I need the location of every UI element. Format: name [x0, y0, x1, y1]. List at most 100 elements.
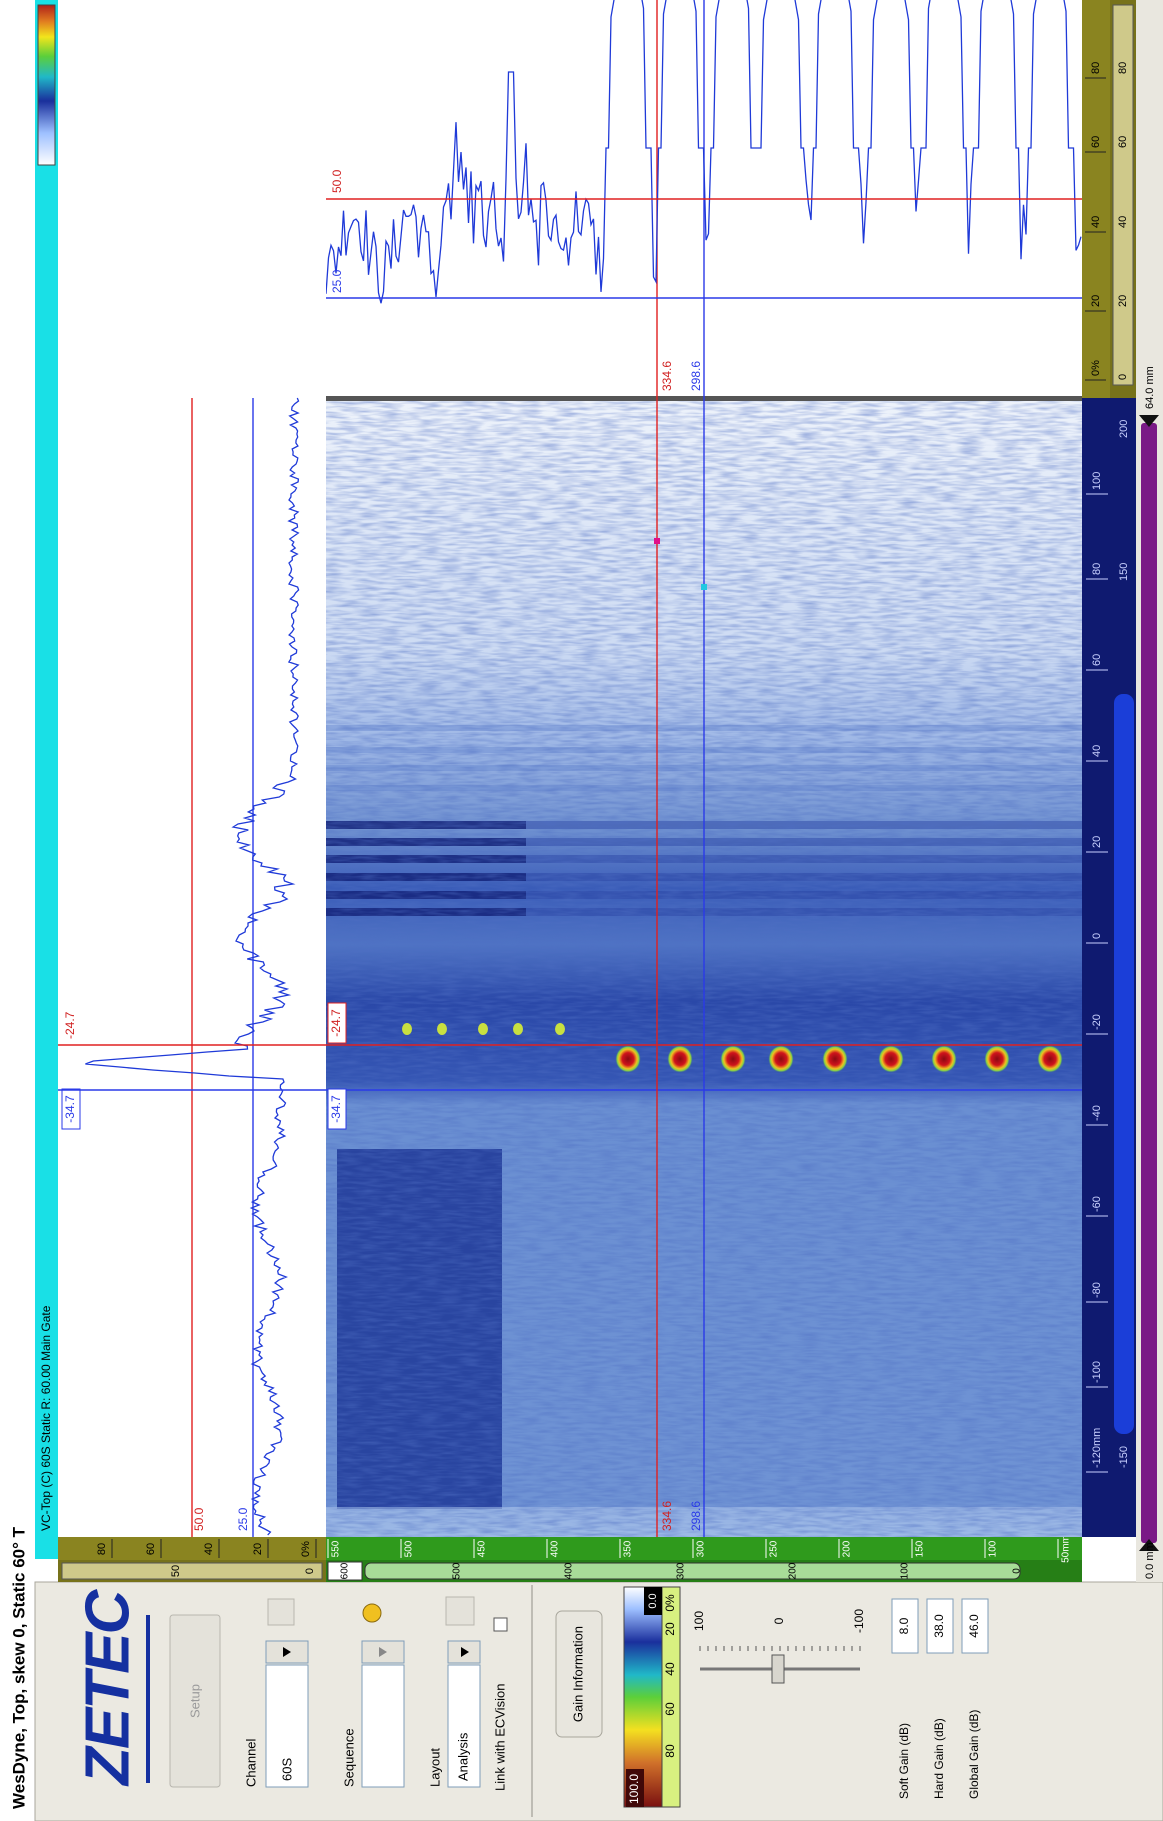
index-ruler-label: 80: [1091, 563, 1103, 575]
color-scale-label: 20: [663, 1622, 677, 1636]
gain-label: Soft Gain (dB): [897, 1723, 911, 1799]
index-ruler-label: -80: [1091, 1282, 1103, 1298]
cursor-marker: [654, 538, 660, 544]
minor-indication: [437, 1023, 447, 1035]
ascan-bar-inner: [62, 1563, 322, 1579]
strip-bar-label: 80: [1117, 62, 1129, 74]
scan-bar-label: 500: [452, 1562, 463, 1579]
strip-ruler: [1082, 0, 1110, 398]
ascan-threshold-label: 50.0: [192, 1507, 206, 1531]
cscan-cursor-label: -24.7: [329, 1009, 343, 1037]
indication: [1037, 1045, 1063, 1073]
strip-bar-label: 40: [1117, 216, 1129, 228]
scan-bar-label: 200: [788, 1562, 799, 1579]
ascan-ruler-label: 80: [96, 1543, 108, 1555]
strip-ruler-label: 60: [1090, 136, 1102, 148]
indication: [931, 1045, 957, 1073]
sequence-label: Sequence: [341, 1728, 356, 1787]
color-scale-max: 100.0: [627, 1774, 641, 1804]
ascan-ruler-label: 20: [252, 1543, 264, 1555]
gain-value: 46.0: [967, 1614, 981, 1638]
index-ruler-label: 40: [1091, 745, 1103, 757]
gain-label: Hard Gain (dB): [932, 1718, 946, 1799]
color-scale-label: 80: [663, 1744, 677, 1758]
color-scale-label: 60: [663, 1702, 677, 1716]
strip-bar-label: 20: [1117, 295, 1129, 307]
color-scale-labels: [662, 1587, 680, 1807]
indication: [615, 1045, 641, 1073]
gain-slider-label: -100: [852, 1609, 866, 1633]
ascan-ruler-label: 40: [203, 1543, 215, 1555]
scrollbar-thumb[interactable]: [1141, 423, 1157, 1543]
strip-threshold-label: 50.0: [330, 169, 344, 193]
index-ruler-label: 20: [1091, 836, 1103, 848]
cscan-cursor-label: -34.7: [329, 1095, 343, 1123]
minor-indication: [555, 1023, 565, 1035]
channel-label: Channel: [243, 1738, 258, 1787]
screenshot: WesDyne, Top, skew 0, Static 60° TZETECS…: [0, 0, 1163, 1821]
scan-bar-label: 100: [900, 1562, 911, 1579]
sequence-dropdown[interactable]: [362, 1665, 404, 1787]
channel-value: 60S: [279, 1758, 294, 1781]
index-ruler-label: -100: [1091, 1361, 1103, 1383]
scan-bar-label: 300: [676, 1562, 687, 1579]
ascan-cursor-label: -24.7: [63, 1011, 77, 1039]
strip-ruler-label: 80: [1090, 62, 1102, 74]
scan-ruler-label: 100: [988, 1540, 999, 1557]
index-bar-label: -150: [1118, 1446, 1130, 1468]
scan-ruler-label: 250: [769, 1540, 780, 1557]
index-ruler-label: -120mm: [1091, 1428, 1103, 1468]
gain-slider-label: 100: [692, 1611, 706, 1631]
ascan-bar-label: 50: [170, 1565, 182, 1577]
scan-ruler-label: 150: [915, 1540, 926, 1557]
index-ruler-label: -60: [1091, 1196, 1103, 1212]
ascan-ruler-label: 60: [145, 1543, 157, 1555]
gain-slider-thumb[interactable]: [772, 1655, 784, 1683]
minor-indication: [402, 1023, 412, 1035]
indication: [720, 1045, 746, 1073]
screen: WesDyne, Top, skew 0, Static 60° TZETECS…: [0, 0, 1163, 1821]
strip-bar-label: 60: [1117, 136, 1129, 148]
channel-icon[interactable]: [268, 1599, 294, 1625]
strip-index-label: 334.6: [660, 361, 674, 391]
color-scale-label: 40: [663, 1662, 677, 1676]
scan-ruler-label: 450: [477, 1540, 488, 1557]
indication: [768, 1045, 794, 1073]
cursor-marker: [701, 584, 707, 590]
ascan-threshold-label: 25.0: [236, 1507, 250, 1531]
index-ruler-label: 100: [1091, 472, 1103, 490]
index-ruler-label: -40: [1091, 1105, 1103, 1121]
scan-ruler-label: 350: [623, 1540, 634, 1557]
scan-ruler-label: 550: [331, 1540, 342, 1557]
layout-label: Layout: [427, 1748, 442, 1787]
indication: [878, 1045, 904, 1073]
ascan-ruler-label: 0%: [300, 1541, 312, 1557]
layout-icon[interactable]: [446, 1597, 474, 1625]
gain-info-label: Gain Information: [570, 1626, 585, 1722]
strip-threshold-label: 25.0: [330, 269, 344, 293]
link-checkbox[interactable]: [494, 1618, 507, 1631]
scan-ruler-label: 300: [696, 1540, 707, 1557]
scan-ruler-label: 50mm: [1061, 1535, 1072, 1563]
logo: ZETEC: [73, 1589, 142, 1787]
link-checkbox-label: Link with ECVision: [492, 1684, 507, 1791]
gain-value: 8.0: [897, 1617, 911, 1634]
index-bar-thumb[interactable]: [1114, 694, 1134, 1434]
index-bar-label: 150: [1118, 563, 1130, 581]
strip-ruler-label: 20: [1090, 295, 1102, 307]
rotated-view: WesDyne, Top, skew 0, Static 60° TZETECS…: [0, 0, 1163, 1821]
color-scale-label: 0%: [663, 1594, 677, 1612]
index-bar-label: 200: [1118, 420, 1130, 438]
minor-indication: [513, 1023, 523, 1035]
sequence-icon[interactable]: [363, 1604, 381, 1622]
indication: [822, 1045, 848, 1073]
cscan-index-label: 334.6: [660, 1501, 674, 1531]
view-title: VC-Top (C) 60S Static R: 60.00 Main Gate: [39, 1305, 53, 1531]
strip-index-label: 298.6: [689, 361, 703, 391]
index-ruler-label: -20: [1091, 1014, 1103, 1030]
scan-ruler-label: 500: [404, 1540, 415, 1557]
scan-ruler-label: 400: [550, 1540, 561, 1557]
index-ruler-label: 60: [1091, 654, 1103, 666]
scan-bar-label: 400: [564, 1562, 575, 1579]
index-ruler-label: 0: [1091, 933, 1103, 939]
